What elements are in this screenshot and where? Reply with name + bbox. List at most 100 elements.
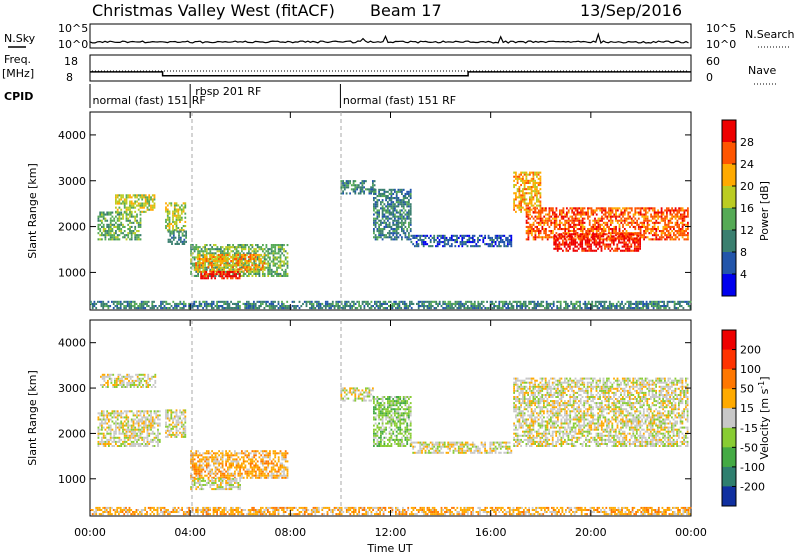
range-cell — [97, 228, 100, 231]
range-cell — [384, 307, 387, 310]
range-cell — [113, 436, 116, 439]
range-cell — [361, 188, 364, 191]
range-cell — [342, 307, 345, 310]
range-cell — [619, 249, 622, 252]
range-cell — [101, 420, 103, 423]
range-cell — [380, 188, 382, 191]
range-cell — [563, 307, 566, 310]
range-cell — [258, 274, 261, 277]
range-cell — [286, 272, 289, 275]
range-cell — [169, 240, 172, 243]
range-cell — [213, 252, 215, 255]
range-cell — [625, 219, 628, 222]
range-cell — [219, 273, 222, 276]
range-cell — [562, 209, 565, 212]
range-cell — [523, 198, 526, 201]
range-cell — [324, 300, 327, 303]
range-cell — [120, 414, 123, 417]
range-cell — [403, 302, 406, 305]
range-cell — [133, 305, 136, 308]
range-cell — [494, 236, 497, 239]
range-cell — [120, 202, 123, 205]
range-cell — [401, 225, 403, 228]
range-cell — [639, 232, 642, 235]
range-cell — [165, 210, 167, 213]
range-cell — [471, 239, 474, 242]
range-cell — [136, 375, 139, 378]
range-cell — [130, 230, 133, 233]
range-cell — [165, 409, 167, 412]
range-cell — [381, 234, 384, 237]
range-cell — [179, 300, 182, 303]
range-cell — [277, 246, 280, 249]
range-cell — [470, 307, 473, 310]
range-cell — [637, 234, 640, 237]
range-cell — [494, 241, 497, 244]
range-cell — [378, 228, 380, 231]
range-cell — [477, 245, 479, 248]
range-cell — [253, 307, 255, 310]
range-cell — [616, 221, 619, 224]
range-cell — [581, 217, 584, 220]
range-cell — [279, 260, 282, 263]
range-cell — [534, 230, 537, 233]
range-cell — [392, 213, 395, 216]
range-cell — [146, 445, 149, 447]
range-cell — [454, 300, 457, 303]
range-cell — [518, 190, 521, 193]
range-cell — [283, 272, 285, 275]
range-cell — [279, 256, 282, 259]
range-cell — [649, 302, 651, 305]
range-cell — [586, 307, 588, 310]
range-cell — [237, 258, 240, 261]
range-cell — [399, 188, 402, 191]
range-cell — [513, 179, 515, 182]
range-cell — [625, 209, 628, 212]
range-cell — [226, 277, 229, 280]
range-cell — [150, 377, 153, 380]
range-cell — [234, 262, 236, 265]
range-cell — [579, 243, 582, 246]
range-cell — [574, 235, 577, 238]
range-cell — [615, 232, 617, 235]
range-cell — [132, 434, 135, 437]
range-cell — [449, 300, 452, 303]
range-cell — [207, 258, 210, 261]
range-cell — [409, 205, 412, 208]
range-cell — [637, 238, 640, 241]
range-cell — [678, 215, 680, 218]
range-cell — [523, 181, 526, 184]
range-cell — [567, 235, 570, 238]
range-cell — [581, 228, 584, 231]
range-cell — [586, 249, 589, 252]
range-cell — [622, 219, 624, 222]
range-cell — [265, 302, 268, 305]
range-cell — [368, 192, 371, 195]
range-cell — [536, 173, 538, 176]
range-cell — [129, 377, 132, 380]
range-cell — [536, 211, 538, 214]
range-cell — [179, 208, 181, 211]
range-cell — [550, 232, 553, 235]
range-cell — [570, 243, 573, 246]
range-cell — [173, 229, 176, 232]
range-cell — [108, 225, 110, 228]
range-cell — [461, 234, 464, 237]
range-cell — [131, 384, 134, 386]
range-cell — [573, 223, 575, 226]
range-cell — [644, 232, 647, 235]
range-cell — [587, 213, 589, 216]
range-cell — [146, 412, 149, 415]
range-cell — [312, 305, 315, 308]
range-cell — [539, 213, 542, 216]
range-cell — [263, 300, 266, 303]
range-cell — [520, 210, 522, 213]
range-cell — [109, 412, 112, 415]
range-cell — [667, 225, 670, 228]
range-cell — [282, 305, 285, 308]
range-cell — [395, 307, 397, 310]
range-cell — [116, 213, 119, 216]
range-cell — [653, 228, 656, 231]
range-cell — [613, 215, 616, 218]
range-cell — [104, 445, 107, 447]
